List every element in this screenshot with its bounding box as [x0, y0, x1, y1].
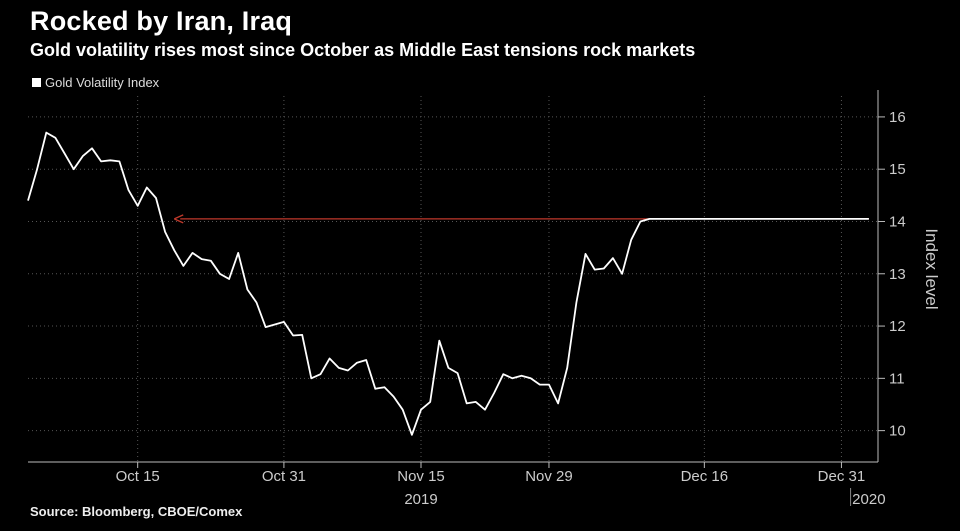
y-tick-label: 13 [889, 266, 906, 283]
y-tick-label: 14 [889, 213, 906, 230]
x-tick-label: Dec 16 [681, 468, 729, 485]
y-tick-label: 11 [889, 370, 905, 387]
annotation-arrow-head [173, 214, 184, 224]
chart-subtitle: Gold volatility rises most since October… [30, 40, 696, 60]
grid [28, 96, 878, 462]
y-tick-label: 16 [889, 109, 906, 126]
x-tick-label: Dec 31 [818, 468, 866, 485]
y-tick-label: 15 [889, 161, 906, 178]
chart-title: Rocked by Iran, Iraq [30, 6, 293, 36]
y-tick-label: 10 [889, 423, 906, 440]
year-label: 2019 [404, 491, 437, 508]
x-tick-label: Oct 31 [262, 468, 306, 485]
legend: Gold Volatility Index [32, 75, 159, 90]
y-axis-title: Index level [922, 228, 941, 309]
year-label: 2020 [852, 491, 885, 508]
marks [27, 131, 869, 436]
legend-swatch [32, 78, 41, 87]
y-tick-label: 12 [889, 318, 906, 335]
series-line-gold-volatility [27, 131, 869, 436]
x-tick-label: Nov 29 [525, 468, 573, 485]
legend-label: Gold Volatility Index [45, 75, 160, 90]
x-tick-label: Nov 15 [397, 468, 445, 485]
source-note: Source: Bloomberg, CBOE/Comex [30, 504, 243, 519]
x-tick-label: Oct 15 [116, 468, 160, 485]
axes: 10 11 12 13 14 15 16 Oct 15 Oct 31 Nov 15 Nov 29 De… [28, 90, 906, 508]
